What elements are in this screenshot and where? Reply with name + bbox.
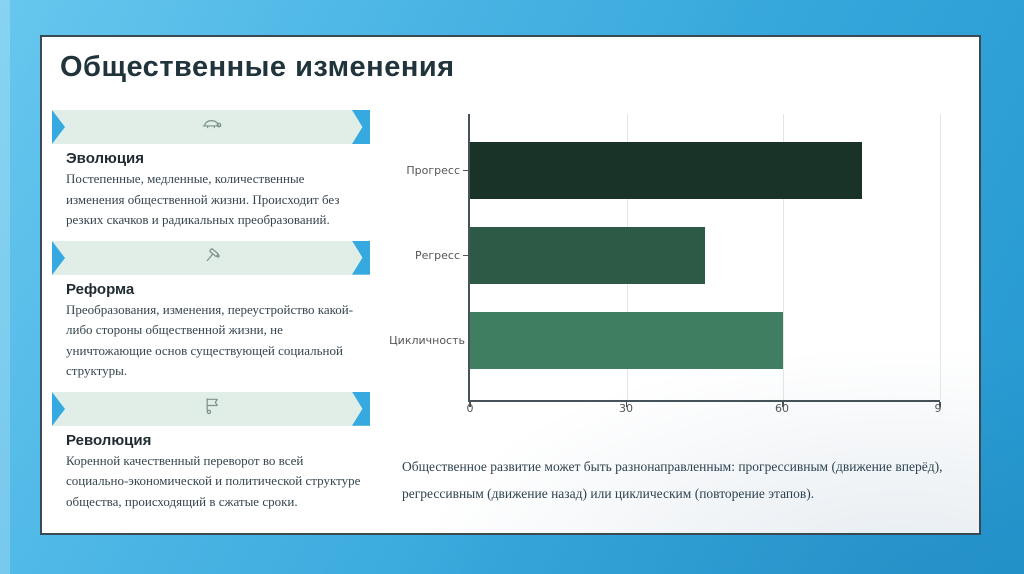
y-axis-tick xyxy=(463,169,468,171)
category-label-progress: Прогресс xyxy=(406,164,460,177)
category-label-cyclicity: Цикличность xyxy=(389,334,465,347)
x-axis-tick xyxy=(625,402,628,407)
x-tick-label: 0 xyxy=(466,402,474,415)
category-row: Цикличность xyxy=(389,284,468,369)
concept-description: Постепенные, медленные, количественные и… xyxy=(66,171,340,228)
bar-chart: Прогресс Регресс Цикличность xyxy=(389,114,941,407)
bar-progress xyxy=(470,142,862,199)
chart-plot-area xyxy=(468,114,941,407)
x-axis-tick xyxy=(939,402,941,407)
chart-caption: Общественное развитие может быть разнона… xyxy=(402,459,943,501)
bar-regress xyxy=(470,227,705,284)
concept-heading: Реформа xyxy=(66,280,135,298)
chart-category-labels: Прогресс Регресс Цикличность xyxy=(389,114,468,402)
concept-reform: Реформа Преобразования, изменения, переу… xyxy=(52,240,370,382)
banner-arrow-left xyxy=(52,391,65,426)
concept-description: Преобразования, изменения, переустройств… xyxy=(66,301,354,379)
slide-card: Общественные изменения Эволюци xyxy=(40,35,981,535)
banner-arrow-left xyxy=(52,240,65,275)
concept-evolution: Эволюция Постепенные, медленные, количес… xyxy=(52,110,370,231)
concepts-column: Эволюция Постепенные, медленные, количес… xyxy=(52,110,370,522)
x-axis-tick xyxy=(782,402,784,407)
flag-icon xyxy=(200,395,223,423)
bar-row xyxy=(470,114,940,199)
banner-arrow-right xyxy=(352,391,370,426)
concept-description: Коренной качественный переворот во всей … xyxy=(66,452,361,509)
y-axis-tick xyxy=(463,254,468,256)
bar-row xyxy=(470,284,940,369)
banner-arrow-right xyxy=(352,110,370,144)
page-title: Общественные изменения xyxy=(60,51,455,83)
bar-cyclicity xyxy=(470,312,784,369)
x-tick-label: 30 xyxy=(618,402,633,415)
category-row: Прогресс xyxy=(402,114,468,199)
turtle-icon xyxy=(200,113,223,141)
concept-banner xyxy=(52,110,370,144)
banner-arrow-left xyxy=(52,110,65,144)
category-row: Регресс xyxy=(402,199,468,284)
concept-revolution: Революция Коренной качественный переворо… xyxy=(52,391,370,513)
x-tick-label: 9 xyxy=(934,402,942,415)
concept-heading: Революция xyxy=(66,431,152,449)
concept-heading: Эволюция xyxy=(66,150,145,167)
x-tick-label: 60 xyxy=(774,402,789,415)
x-axis-tick xyxy=(469,402,471,407)
x-axis-tick-labels: 0 30 60 9 xyxy=(466,402,942,418)
bar-row xyxy=(470,199,940,284)
concept-banner xyxy=(52,240,370,275)
concept-banner xyxy=(52,391,370,426)
hammer-icon xyxy=(200,244,223,272)
gridline xyxy=(940,114,941,400)
gridline xyxy=(783,114,785,400)
banner-arrow-right xyxy=(352,240,370,275)
category-label-regress: Регресс xyxy=(414,249,460,262)
